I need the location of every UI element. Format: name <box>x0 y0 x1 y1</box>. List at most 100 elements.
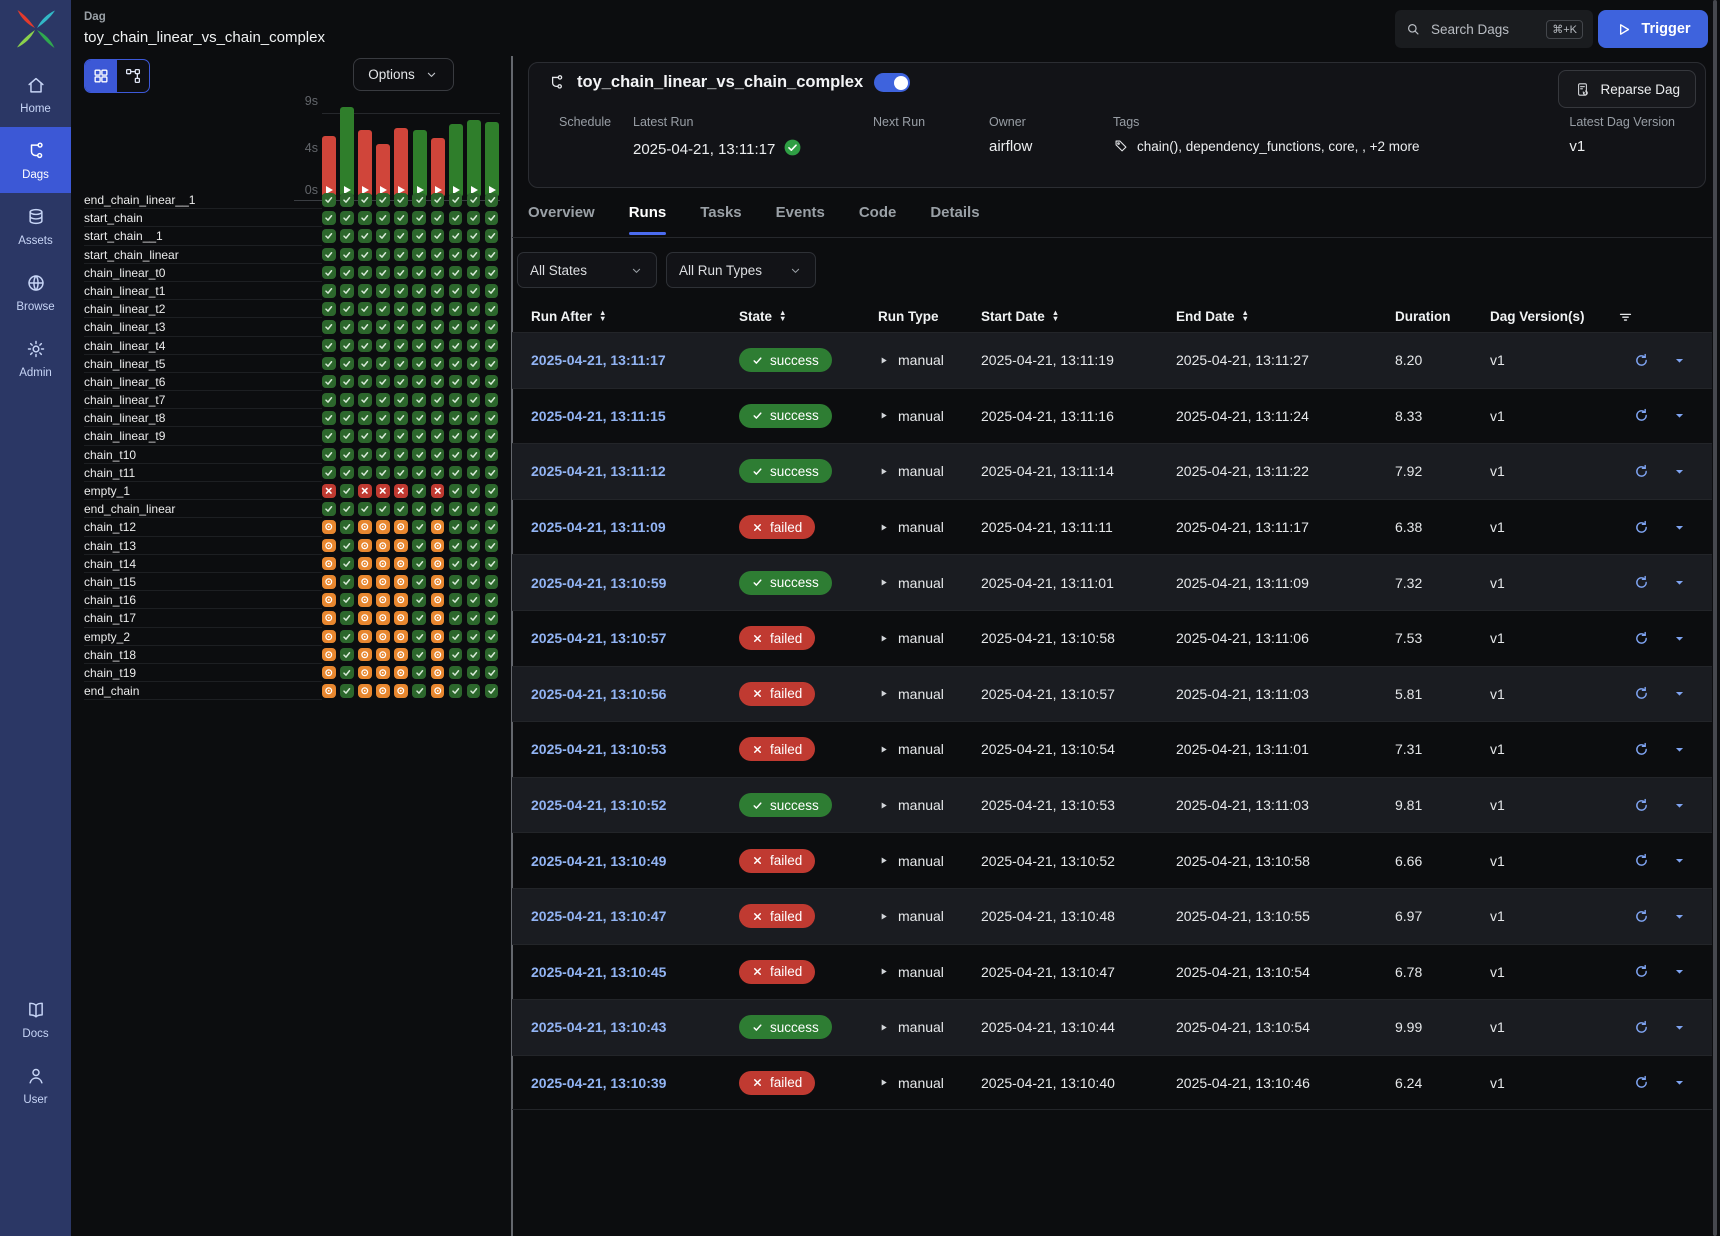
task-state-success-icon[interactable] <box>412 684 427 698</box>
task-state-success-icon[interactable] <box>340 193 354 207</box>
task-state-success-icon[interactable] <box>376 265 390 280</box>
sidebar-item-user[interactable]: User <box>0 1052 71 1118</box>
task-state-success-icon[interactable] <box>484 593 499 607</box>
task-state-success-icon[interactable] <box>466 538 481 553</box>
task-state-success-icon[interactable] <box>484 374 499 389</box>
task-state-success-icon[interactable] <box>484 193 499 207</box>
task-state-success-icon[interactable] <box>340 647 354 662</box>
task-state-success-icon[interactable] <box>376 320 390 334</box>
clear-run-icon[interactable] <box>1633 352 1650 369</box>
scrollbar[interactable] <box>1713 0 1717 1236</box>
task-state-success-icon[interactable] <box>376 193 390 207</box>
task-state-success-icon[interactable] <box>412 593 427 607</box>
task-state-success-icon[interactable] <box>376 283 390 298</box>
task-state-success-icon[interactable] <box>394 247 408 262</box>
row-menu-caret-icon[interactable] <box>1671 852 1688 869</box>
run-after-link[interactable]: 2025-04-21, 13:10:47 <box>531 908 667 925</box>
run-bar[interactable] <box>376 144 391 197</box>
run-after-link[interactable]: 2025-04-21, 13:10:45 <box>531 963 667 980</box>
task-state-success-icon[interactable] <box>448 193 463 207</box>
task-state-upstream-failed-icon[interactable] <box>430 647 445 662</box>
task-state-success-icon[interactable] <box>412 374 427 389</box>
task-name[interactable]: end_chain <box>84 682 322 701</box>
task-state-success-icon[interactable] <box>466 265 481 280</box>
task-state-success-icon[interactable] <box>448 538 463 553</box>
row-menu-caret-icon[interactable] <box>1671 685 1688 702</box>
task-state-success-icon[interactable] <box>340 338 354 353</box>
task-state-upstream-failed-icon[interactable] <box>358 593 372 607</box>
task-state-success-icon[interactable] <box>322 502 336 516</box>
run-bar[interactable] <box>448 124 463 197</box>
row-menu-caret-icon[interactable] <box>1671 741 1688 758</box>
task-state-success-icon[interactable] <box>358 502 372 516</box>
clear-run-icon[interactable] <box>1633 519 1650 536</box>
task-state-success-icon[interactable] <box>412 338 427 353</box>
task-state-success-icon[interactable] <box>484 538 499 553</box>
task-state-success-icon[interactable] <box>394 465 408 480</box>
row-menu-caret-icon[interactable] <box>1671 574 1688 591</box>
task-state-success-icon[interactable] <box>376 356 390 371</box>
task-name[interactable]: chain_t14 <box>84 555 322 573</box>
options-button[interactable]: Options <box>353 58 454 91</box>
task-state-success-icon[interactable] <box>484 684 499 698</box>
task-state-success-icon[interactable] <box>322 229 336 243</box>
task-state-success-icon[interactable] <box>484 574 499 589</box>
task-state-success-icon[interactable] <box>412 665 427 680</box>
task-state-success-icon[interactable] <box>322 193 336 207</box>
task-state-success-icon[interactable] <box>430 374 445 389</box>
task-state-success-icon[interactable] <box>394 320 408 334</box>
task-state-upstream-failed-icon[interactable] <box>322 593 336 607</box>
task-state-success-icon[interactable] <box>484 447 499 462</box>
filter-columns-icon[interactable] <box>1617 308 1634 325</box>
task-state-success-icon[interactable] <box>340 320 354 334</box>
task-state-success-icon[interactable] <box>340 556 354 571</box>
task-name[interactable]: chain_t11 <box>84 464 322 482</box>
reparse-dag-button[interactable]: Reparse Dag <box>1558 70 1696 108</box>
task-state-success-icon[interactable] <box>358 411 372 425</box>
task-state-success-icon[interactable] <box>448 229 463 243</box>
task-state-success-icon[interactable] <box>430 211 445 225</box>
task-state-success-icon[interactable] <box>484 429 499 444</box>
task-state-success-icon[interactable] <box>358 320 372 334</box>
clear-run-icon[interactable] <box>1633 741 1650 758</box>
task-state-upstream-failed-icon[interactable] <box>322 665 336 680</box>
task-state-success-icon[interactable] <box>466 393 481 407</box>
tab-tasks[interactable]: Tasks <box>700 204 742 221</box>
task-state-success-icon[interactable] <box>394 193 408 207</box>
task-state-success-icon[interactable] <box>430 229 445 243</box>
task-name[interactable]: chain_linear_t4 <box>84 337 322 355</box>
task-state-success-icon[interactable] <box>412 193 427 207</box>
task-state-success-icon[interactable] <box>484 302 499 316</box>
run-after-link[interactable]: 2025-04-21, 13:11:12 <box>531 463 666 480</box>
task-state-success-icon[interactable] <box>466 611 481 625</box>
task-state-success-icon[interactable] <box>322 265 336 280</box>
run-after-link[interactable]: 2025-04-21, 13:10:52 <box>531 797 667 814</box>
task-state-success-icon[interactable] <box>412 574 427 589</box>
run-bar[interactable] <box>358 130 373 197</box>
run-after-link[interactable]: 2025-04-21, 13:10:39 <box>531 1074 667 1091</box>
task-state-success-icon[interactable] <box>376 429 390 444</box>
task-state-upstream-failed-icon[interactable] <box>394 520 408 534</box>
task-name[interactable]: start_chain <box>84 209 322 228</box>
task-state-success-icon[interactable] <box>430 393 445 407</box>
task-state-success-icon[interactable] <box>484 665 499 680</box>
task-state-success-icon[interactable] <box>412 229 427 243</box>
sidebar-item-assets[interactable]: Assets <box>0 193 71 259</box>
task-state-upstream-failed-icon[interactable] <box>394 684 408 698</box>
task-state-success-icon[interactable] <box>448 374 463 389</box>
task-state-success-icon[interactable] <box>322 393 336 407</box>
run-after-link[interactable]: 2025-04-21, 13:10:56 <box>531 685 667 702</box>
task-state-upstream-failed-icon[interactable] <box>394 665 408 680</box>
task-state-success-icon[interactable] <box>340 629 354 644</box>
task-state-success-icon[interactable] <box>466 684 481 698</box>
row-menu-caret-icon[interactable] <box>1671 963 1688 980</box>
task-state-success-icon[interactable] <box>340 665 354 680</box>
task-state-success-icon[interactable] <box>340 502 354 516</box>
task-state-success-icon[interactable] <box>430 465 445 480</box>
task-state-success-icon[interactable] <box>412 247 427 262</box>
task-state-upstream-failed-icon[interactable] <box>322 520 336 534</box>
task-state-upstream-failed-icon[interactable] <box>322 556 336 571</box>
task-state-success-icon[interactable] <box>376 374 390 389</box>
task-state-success-icon[interactable] <box>376 393 390 407</box>
task-state-success-icon[interactable] <box>484 265 499 280</box>
